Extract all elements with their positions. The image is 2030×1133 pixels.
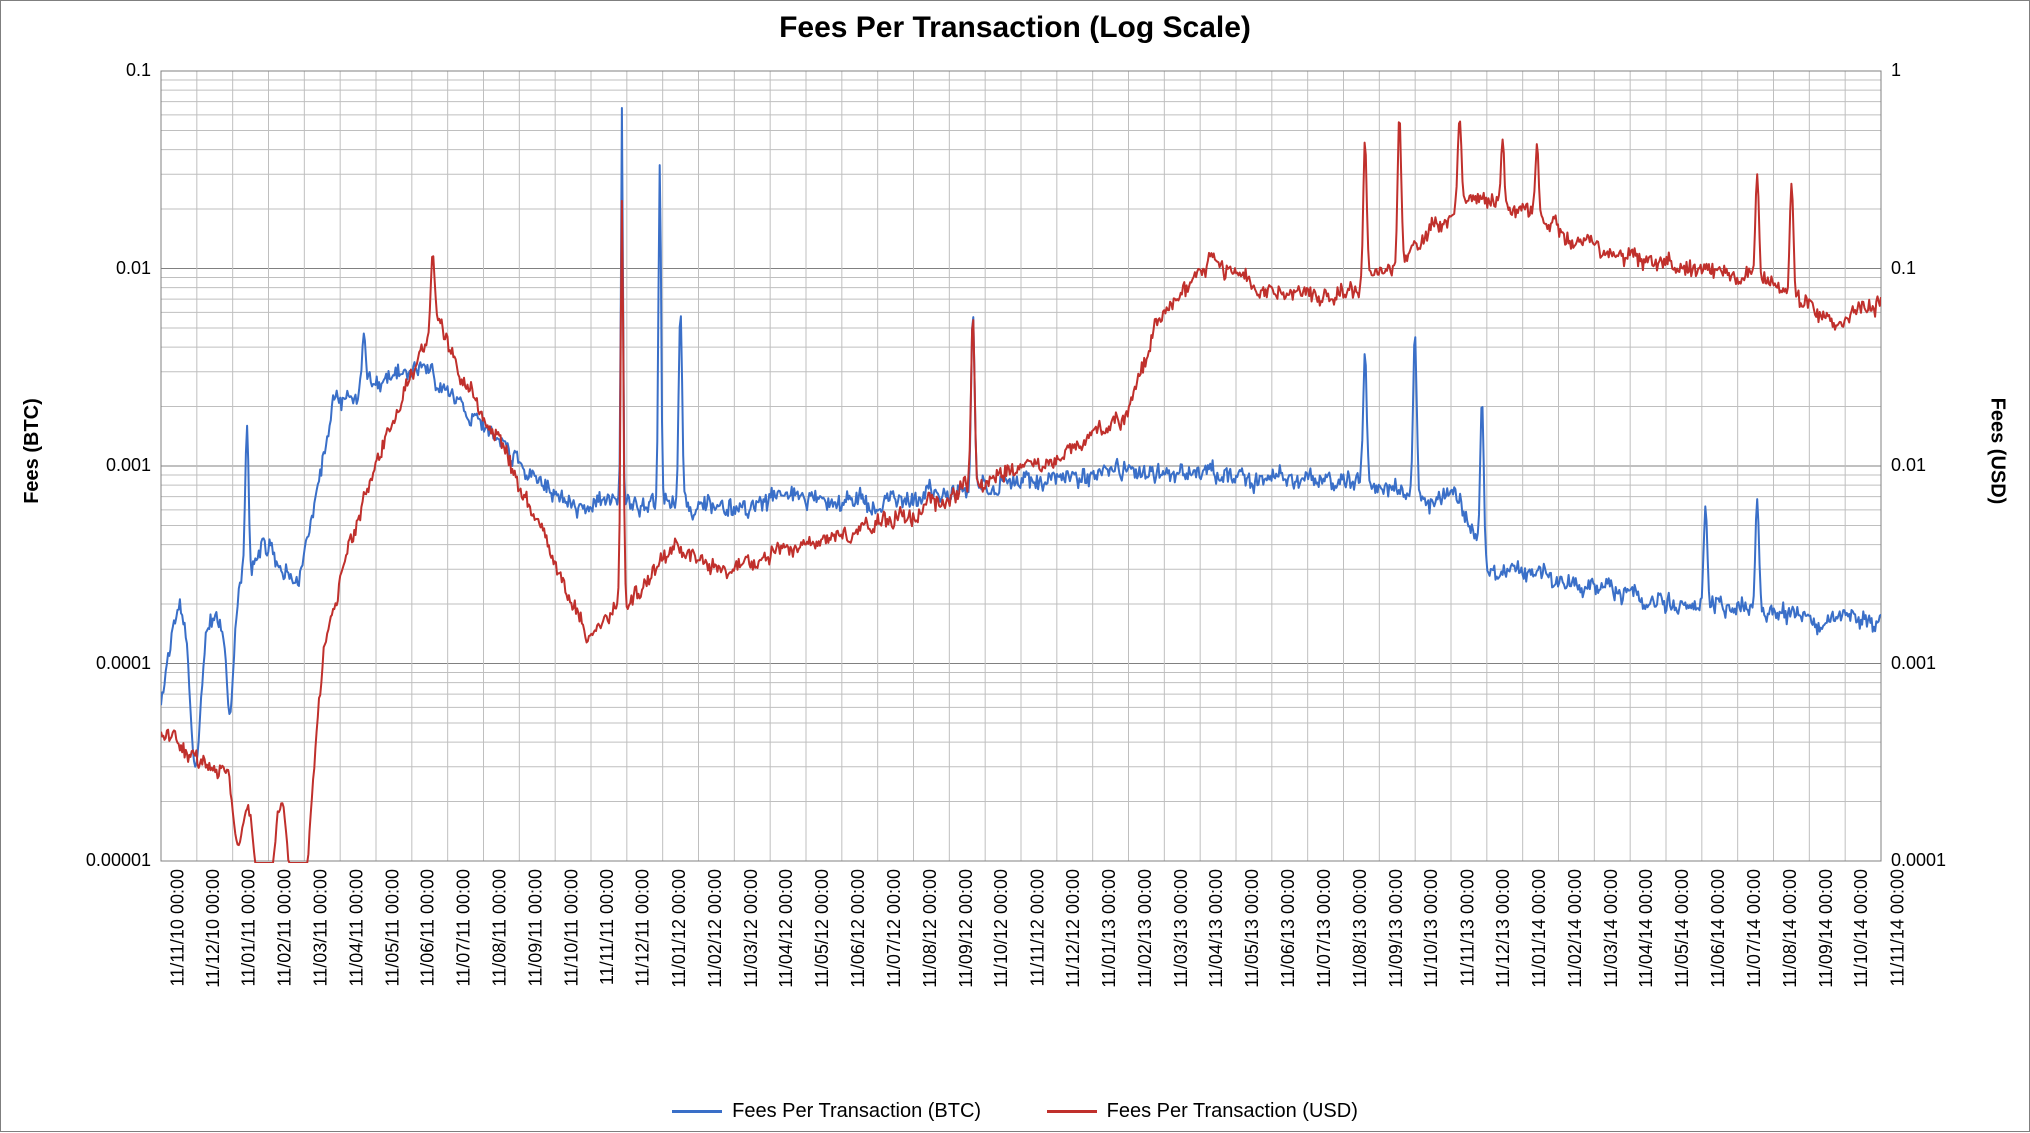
x-tick-label: 11/01/11 00:00 (239, 869, 260, 986)
x-tick-label: 11/04/11 00:00 (346, 869, 367, 986)
x-tick-label: 11/10/12 00:00 (991, 869, 1012, 988)
y-right-tick-label: 0.001 (1891, 653, 1936, 674)
x-tick-label: 11/02/11 00:00 (275, 869, 296, 986)
x-tick-label: 11/10/13 00:00 (1421, 869, 1442, 988)
x-tick-label: 11/04/12 00:00 (776, 869, 797, 988)
chart-frame: Fees Per Transaction (Log Scale) Fees (B… (0, 0, 2030, 1132)
x-tick-label: 11/08/13 00:00 (1350, 869, 1371, 988)
legend-swatch-usd (1047, 1110, 1097, 1113)
x-tick-label: 11/03/13 00:00 (1170, 869, 1191, 988)
legend-item-usd: Fees Per Transaction (USD) (1047, 1100, 1358, 1123)
x-tick-label: 11/05/13 00:00 (1242, 869, 1263, 988)
x-tick-label: 11/12/12 00:00 (1063, 869, 1084, 988)
x-tick-label: 11/01/14 00:00 (1529, 869, 1550, 988)
x-tick-label: 11/08/12 00:00 (920, 869, 941, 988)
x-tick-label: 11/12/11 00:00 (633, 869, 654, 986)
x-tick-label: 11/03/14 00:00 (1600, 869, 1621, 988)
x-tick-label: 11/06/12 00:00 (848, 869, 869, 988)
x-tick-label: 11/03/12 00:00 (740, 869, 761, 988)
x-tick-label: 11/09/13 00:00 (1385, 869, 1406, 988)
x-tick-label: 11/06/13 00:00 (1278, 869, 1299, 988)
x-tick-label: 11/08/11 00:00 (490, 869, 511, 986)
x-tick-label: 11/04/13 00:00 (1206, 869, 1227, 988)
x-tick-label: 11/12/13 00:00 (1493, 869, 1514, 988)
y-right-tick-label: 0.01 (1891, 455, 1926, 476)
legend-label-btc: Fees Per Transaction (BTC) (732, 1100, 981, 1123)
x-tick-label: 11/02/14 00:00 (1565, 869, 1586, 988)
x-tick-label: 11/04/14 00:00 (1636, 869, 1657, 988)
y-left-tick-label: 0.001 (3, 455, 151, 476)
x-tick-label: 11/07/13 00:00 (1314, 869, 1335, 988)
y-right-tick-label: 0.1 (1891, 258, 1916, 279)
y-left-tick-label: 0.1 (3, 60, 151, 81)
x-tick-label: 11/06/11 00:00 (418, 869, 439, 986)
x-tick-label: 11/11/13 00:00 (1457, 869, 1478, 986)
y-left-tick-label: 0.0001 (3, 653, 151, 674)
x-tick-label: 11/03/11 00:00 (310, 869, 331, 986)
x-tick-label: 11/02/12 00:00 (705, 869, 726, 988)
x-tick-label: 11/05/11 00:00 (382, 869, 403, 986)
legend: Fees Per Transaction (BTC) Fees Per Tran… (1, 1096, 2029, 1123)
x-tick-label: 11/09/11 00:00 (525, 869, 546, 986)
x-tick-label: 11/10/14 00:00 (1851, 869, 1872, 988)
x-tick-label: 11/11/10 00:00 (167, 869, 188, 986)
x-tick-label: 11/11/12 00:00 (1027, 869, 1048, 986)
x-tick-label: 11/10/11 00:00 (561, 869, 582, 986)
legend-swatch-btc (672, 1110, 722, 1113)
x-tick-label: 11/09/14 00:00 (1815, 869, 1836, 988)
legend-label-usd: Fees Per Transaction (USD) (1107, 1100, 1358, 1123)
x-tick-label: 11/05/14 00:00 (1672, 869, 1693, 988)
legend-item-btc: Fees Per Transaction (BTC) (672, 1100, 981, 1123)
x-tick-label: 11/01/12 00:00 (669, 869, 690, 988)
x-tick-label: 11/11/11 00:00 (597, 869, 618, 985)
x-tick-label: 11/02/13 00:00 (1135, 869, 1156, 988)
x-tick-label: 11/05/12 00:00 (812, 869, 833, 988)
x-tick-label: 11/06/14 00:00 (1708, 869, 1729, 988)
x-tick-label: 11/08/14 00:00 (1780, 869, 1801, 988)
x-tick-label: 11/09/12 00:00 (955, 869, 976, 988)
x-tick-label: 11/11/14 00:00 (1887, 869, 1908, 986)
x-tick-label: 11/01/13 00:00 (1099, 869, 1120, 988)
y-right-tick-label: 1 (1891, 60, 1901, 81)
y-right-tick-label: 0.0001 (1891, 850, 1946, 871)
y-left-tick-label: 0.01 (3, 258, 151, 279)
x-tick-label: 11/12/10 00:00 (203, 869, 224, 988)
x-tick-label: 11/07/14 00:00 (1744, 869, 1765, 988)
y-left-tick-label: 0.00001 (3, 850, 151, 871)
x-tick-label: 11/07/11 00:00 (454, 869, 475, 986)
x-tick-label: 11/07/12 00:00 (884, 869, 905, 988)
